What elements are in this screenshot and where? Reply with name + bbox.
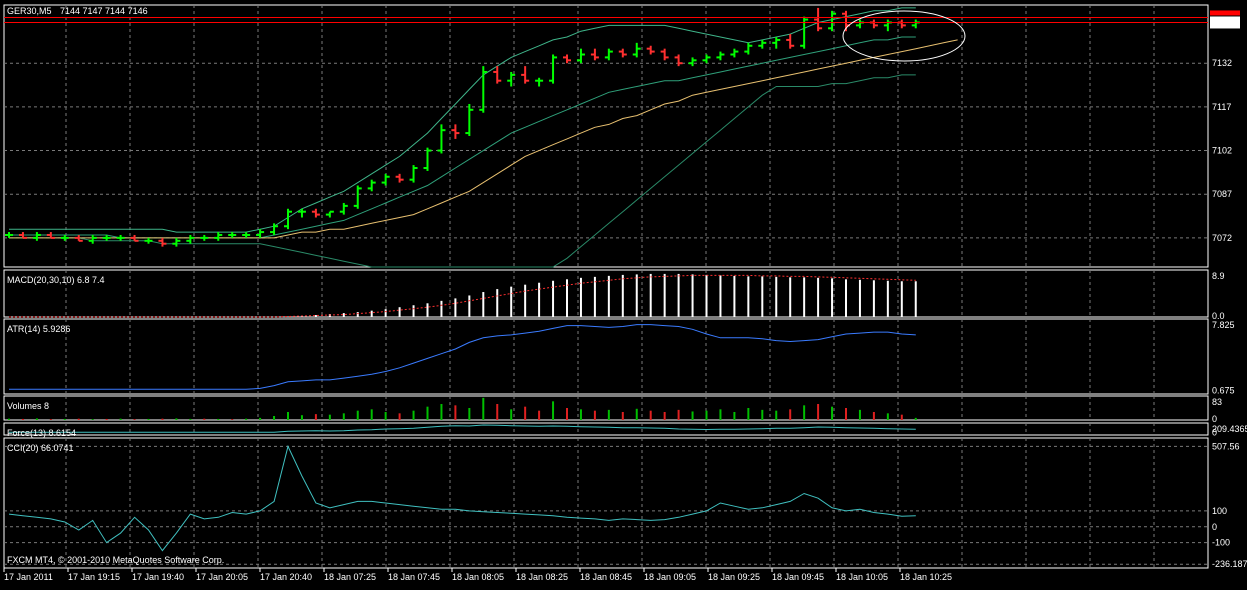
- y-tick-label-cci: 507.56: [1212, 441, 1240, 451]
- labels-layer: 71467132711771027087707271468.90.0MACD(2…: [4, 6, 1247, 582]
- y-tick-label-cci: 100: [1212, 506, 1227, 516]
- copyright-label: FXCM MT4, © 2001-2010 MetaQuotes Softwar…: [7, 555, 224, 565]
- force-line: [9, 424, 916, 433]
- y-tick-label-volumes: 83: [1212, 397, 1222, 407]
- ma-upper-line: [9, 7, 916, 233]
- y-tick-label-force: 209.4365: [1212, 424, 1247, 434]
- panel-frame-price: [3, 4, 1209, 268]
- time-axis-label: 18 Jan 09:25: [708, 572, 760, 582]
- current-price-tag-label: 7146: [1212, 18, 1232, 28]
- panel-frame-atr: [3, 318, 1209, 395]
- macd-signal-line: [9, 274, 916, 318]
- time-axis-label: 18 Jan 07:45: [388, 572, 440, 582]
- panel-frame-force: [3, 422, 1209, 436]
- current-price-tag: [1210, 16, 1240, 29]
- y-tick-label-price: 7146: [1212, 17, 1232, 27]
- y-tick-label-price: 7072: [1212, 233, 1232, 243]
- panel-frame-volumes: [3, 395, 1209, 421]
- series-layer: [4, 7, 1240, 552]
- y-tick-label-cci: -236.187: [1212, 559, 1247, 569]
- time-axis-label: 17 Jan 19:15: [68, 572, 120, 582]
- time-axis-label: 18 Jan 10:25: [900, 572, 952, 582]
- ohlc-readout: 7144 7147 7144 7146: [60, 6, 148, 16]
- y-tick-label-macd: 0.0: [1212, 311, 1225, 321]
- atr-line: [9, 324, 916, 390]
- ma-lower-line: [9, 74, 916, 268]
- panel-title-volumes: Volumes 8: [7, 401, 49, 411]
- y-tick-label-price: 7102: [1212, 146, 1232, 156]
- time-axis-label: 17 Jan 20:40: [260, 572, 312, 582]
- time-axis-label: 18 Jan 09:05: [644, 572, 696, 582]
- y-tick-label-force: 0: [1212, 427, 1217, 437]
- panel-title-cci: CCI(20) 66.0741: [7, 443, 74, 453]
- time-axis-label: 18 Jan 08:25: [516, 572, 568, 582]
- grid-layer: [3, 4, 1209, 572]
- y-tick-label-cci: -100: [1212, 538, 1230, 548]
- time-axis-label: 18 Jan 08:05: [452, 572, 504, 582]
- time-axis-label: 17 Jan 20:05: [196, 572, 248, 582]
- y-tick-label-atr: 7.825: [1212, 320, 1235, 330]
- panel-title-atr: ATR(14) 5.9286: [7, 324, 70, 334]
- ask-price-tag: [1210, 10, 1240, 16]
- panel-title-macd: MACD(20,30,10) 6.8 7.4: [7, 275, 105, 285]
- panel-frame-macd: [3, 269, 1209, 318]
- highlight-ellipse: [842, 10, 966, 62]
- ma-middle-line: [9, 36, 916, 239]
- y-tick-label-macd: 8.9: [1212, 271, 1225, 281]
- time-axis-label: 18 Jan 10:05: [836, 572, 888, 582]
- panel-title-force: Force(13) 8.6154: [7, 428, 76, 438]
- time-axis-label: 18 Jan 08:45: [580, 572, 632, 582]
- panel-frame-cci: [3, 437, 1209, 569]
- y-tick-label-price: 7087: [1212, 189, 1232, 199]
- symbol-label: GER30,M5: [7, 6, 52, 16]
- y-tick-label-price: 7117: [1212, 102, 1231, 112]
- y-tick-label-cci: 0: [1212, 522, 1217, 532]
- time-axis-label: 17 Jan 19:40: [132, 572, 184, 582]
- time-axis-label: 17 Jan 2011: [4, 572, 53, 582]
- y-tick-label-volumes: 0: [1212, 414, 1217, 424]
- y-tick-label-price: 7132: [1212, 58, 1232, 68]
- time-axis-label: 18 Jan 07:25: [324, 572, 376, 582]
- time-axis-label: 18 Jan 09:45: [772, 572, 824, 582]
- ma-slow-line: [9, 39, 958, 239]
- cci-line: [8, 444, 916, 552]
- y-tick-label-atr: 0.675: [1212, 385, 1235, 395]
